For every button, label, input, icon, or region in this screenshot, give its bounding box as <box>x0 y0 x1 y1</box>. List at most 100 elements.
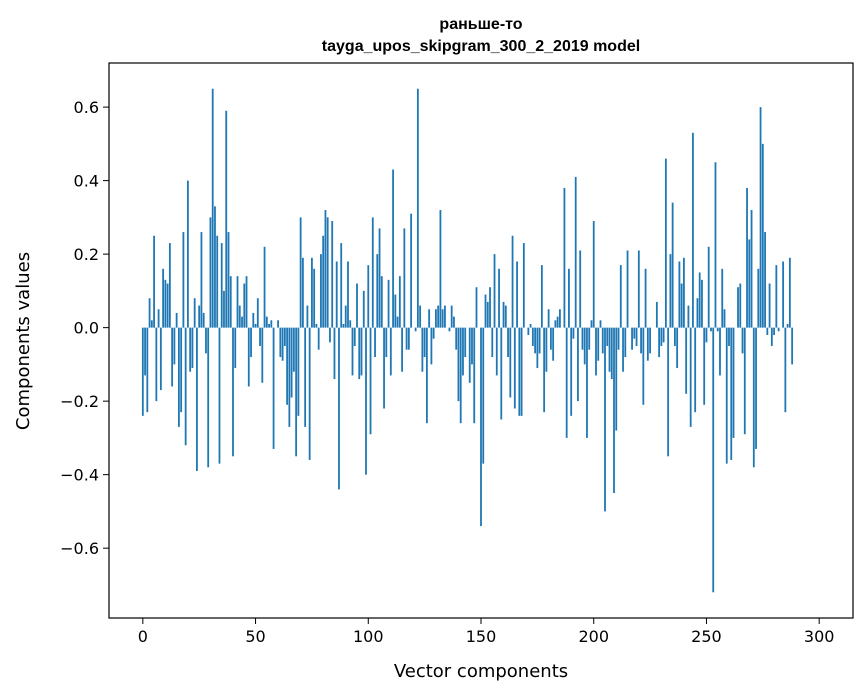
bar <box>631 327 633 350</box>
bar <box>209 217 212 328</box>
bar <box>193 298 196 328</box>
x-tick-label: 250 <box>691 627 722 646</box>
bar <box>493 254 496 328</box>
bar <box>660 327 663 347</box>
bar <box>685 327 688 394</box>
bar <box>205 327 207 354</box>
bar <box>315 323 318 328</box>
bar <box>712 327 715 593</box>
bar <box>419 305 422 328</box>
bar <box>689 327 692 427</box>
bar <box>640 327 642 354</box>
bar <box>707 246 710 328</box>
bar <box>153 235 155 328</box>
bar <box>259 327 261 347</box>
bar <box>394 294 397 328</box>
bar <box>182 232 185 328</box>
bar <box>299 217 302 328</box>
bar <box>173 327 176 365</box>
bar <box>403 228 406 328</box>
bar <box>301 257 304 328</box>
bar <box>247 327 250 387</box>
bar <box>155 327 158 402</box>
bar <box>356 283 358 328</box>
bar <box>191 327 194 369</box>
bar <box>646 327 649 361</box>
bar <box>518 327 521 416</box>
bar <box>317 327 320 350</box>
bar <box>570 327 573 416</box>
bar <box>644 268 647 328</box>
bar <box>669 254 672 328</box>
bar <box>655 301 658 328</box>
y-axis-label: Components values <box>13 252 34 430</box>
bar <box>180 327 183 413</box>
bar <box>784 327 787 413</box>
bar <box>667 327 670 457</box>
bar <box>680 283 683 328</box>
bar <box>326 217 329 328</box>
y-tick-label: −0.2 <box>60 392 99 411</box>
bar <box>245 276 248 328</box>
bar <box>559 309 561 328</box>
bar <box>511 235 514 328</box>
bar <box>207 327 210 468</box>
bar <box>243 283 246 328</box>
bar <box>414 327 417 332</box>
bar <box>362 290 365 328</box>
bar <box>540 265 543 328</box>
bar <box>782 261 785 328</box>
bar <box>407 327 410 350</box>
bar <box>401 327 403 372</box>
bar <box>410 213 413 328</box>
bar <box>664 158 667 328</box>
bar <box>755 327 757 449</box>
bar <box>791 327 794 365</box>
bar <box>522 243 525 328</box>
bar <box>150 320 153 328</box>
bar <box>148 298 151 328</box>
bar <box>577 327 579 402</box>
bar <box>141 327 144 416</box>
chart-title-line2: tayga_upos_skipgram_300_2_2019 model <box>322 38 640 55</box>
bar <box>353 327 356 347</box>
bar <box>421 327 424 372</box>
bar <box>347 261 349 328</box>
bar <box>746 187 748 328</box>
bar <box>723 309 726 328</box>
bar <box>450 305 453 328</box>
bar <box>610 327 613 380</box>
bar <box>441 309 444 328</box>
bar <box>719 327 721 376</box>
bar <box>338 327 340 490</box>
bar <box>500 327 503 420</box>
bar <box>453 316 455 328</box>
y-tick-label: 0.6 <box>74 98 99 117</box>
bar <box>360 327 363 376</box>
bar <box>164 279 167 328</box>
bar <box>531 327 534 347</box>
bar <box>250 327 252 358</box>
bar <box>304 327 307 427</box>
bar <box>536 327 539 369</box>
bar <box>349 320 352 328</box>
bar <box>619 265 622 328</box>
bar <box>507 327 509 358</box>
plot-frame <box>108 62 854 619</box>
bar <box>504 305 507 328</box>
bar <box>482 327 485 464</box>
bar <box>676 327 679 369</box>
bar <box>743 327 746 435</box>
bar <box>626 250 629 328</box>
bar <box>365 327 367 475</box>
bar <box>374 327 376 358</box>
bar <box>475 287 478 328</box>
bar <box>392 169 394 328</box>
y-tick-label: 0.0 <box>74 319 99 338</box>
bar <box>592 221 595 328</box>
bar <box>788 257 791 328</box>
bar <box>464 327 467 358</box>
bar <box>601 327 604 354</box>
bar <box>604 327 606 512</box>
